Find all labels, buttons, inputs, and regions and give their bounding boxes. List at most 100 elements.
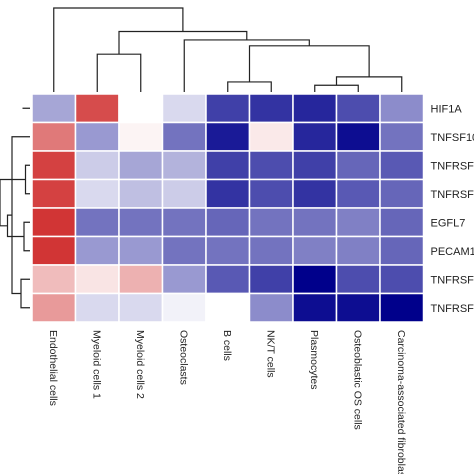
row-label: TNFSF10 xyxy=(431,132,474,144)
heatmap-cell xyxy=(335,178,381,209)
heatmap-cell xyxy=(248,207,294,238)
heatmap-cell xyxy=(31,292,77,323)
heatmap-cell xyxy=(118,292,164,323)
heatmap-cell xyxy=(31,264,77,295)
heatmap-cell xyxy=(161,121,207,152)
column-label: Osteoclasts xyxy=(177,330,189,385)
heatmap-cell xyxy=(335,264,381,295)
heatmap-cell xyxy=(248,178,294,209)
column-label: Myeloid cells 1 xyxy=(90,330,102,399)
heatmap-cell xyxy=(31,121,77,152)
heatmap-cell xyxy=(161,264,207,295)
heatmap-cell xyxy=(205,178,251,209)
dendrogram-branch xyxy=(11,136,30,295)
heatmap-cell xyxy=(74,292,120,323)
dendrogram-branch xyxy=(6,214,24,238)
dendrogram-branch xyxy=(23,221,30,252)
heatmap-cell xyxy=(379,93,425,124)
row-label: TNFRSF10 xyxy=(431,160,474,172)
heatmap-cell xyxy=(205,264,251,295)
row-label: PECAM1 xyxy=(431,246,474,258)
heatmap-cell xyxy=(118,264,164,295)
heatmap-cell xyxy=(248,292,294,323)
heatmap-cell xyxy=(205,235,251,266)
heatmap-cell xyxy=(74,207,120,238)
column-label: B cells xyxy=(221,330,233,361)
row-label: TNFRSF10 xyxy=(431,303,474,315)
heatmap-cell xyxy=(292,121,338,152)
column-label: NK/T cells xyxy=(264,330,276,378)
heatmap-cell xyxy=(248,235,294,266)
row-label: TNFRSF10 xyxy=(431,189,474,201)
heatmap-cell xyxy=(335,150,381,181)
heatmap-cell xyxy=(205,292,251,323)
row-dendrogram xyxy=(0,107,30,309)
column-label: Endothelial cells xyxy=(47,330,59,406)
heatmap-cell xyxy=(379,292,425,323)
heatmap-cell xyxy=(31,93,77,124)
column-dendrogram xyxy=(53,7,403,92)
heatmap-cell xyxy=(248,264,294,295)
heatmap-cell xyxy=(205,93,251,124)
dendrogram-branch xyxy=(335,76,403,92)
heatmap-cell xyxy=(248,121,294,152)
heatmap-cell xyxy=(292,264,338,295)
heatmap-cell xyxy=(292,292,338,323)
heatmap-cell xyxy=(335,93,381,124)
heatmap-cell xyxy=(161,93,207,124)
heatmap-cell xyxy=(292,235,338,266)
heatmap-cell xyxy=(248,93,294,124)
heatmap-cell xyxy=(74,235,120,266)
row-labels: HIF1A TNFSF10 TNFRSF10 TNFRSF10 EGFL7 PECAM1 T… xyxy=(431,103,474,315)
heatmap-cell xyxy=(118,93,164,124)
column-label: Osteoblastic OS cells xyxy=(351,330,363,430)
row-label: TNFRSF10 xyxy=(431,274,474,286)
heatmap-cell xyxy=(292,178,338,209)
dendrogram-branch xyxy=(227,81,272,92)
heatmap-cell xyxy=(118,235,164,266)
heatmap-cell xyxy=(161,150,207,181)
dendrogram-branch xyxy=(53,7,184,92)
dendrogram-branch xyxy=(24,164,30,195)
dendrogram-branch xyxy=(118,30,248,55)
column-label: Myeloid cells 2 xyxy=(134,330,146,399)
heatmap-cell xyxy=(31,178,77,209)
heatmap-cell xyxy=(161,235,207,266)
heatmap-cell xyxy=(205,121,251,152)
dendrogram-branch xyxy=(0,178,26,227)
heatmap-cell xyxy=(292,93,338,124)
heatmap-cell xyxy=(335,207,381,238)
heatmap-cell xyxy=(118,178,164,209)
heatmap-cell xyxy=(379,178,425,209)
heatmap-cell xyxy=(161,207,207,238)
heatmap-cell xyxy=(379,150,425,181)
row-label: HIF1A xyxy=(431,103,463,115)
heatmap-cell xyxy=(248,150,294,181)
heatmap-cell xyxy=(118,150,164,181)
heatmap-cell xyxy=(205,207,251,238)
column-labels: Endothelial cells Myeloid cells 1 Myeloid … xyxy=(47,330,407,474)
heatmap-cell xyxy=(74,264,120,295)
heatmap-cell xyxy=(74,93,120,124)
heatmap-cell xyxy=(161,178,207,209)
heatmap-cell xyxy=(161,292,207,323)
heatmap-cell xyxy=(292,150,338,181)
heatmap-cell xyxy=(335,235,381,266)
heatmap-cell xyxy=(118,121,164,152)
column-label: Carcinoma-associated fibroblasts xyxy=(395,330,407,474)
column-label: Plasmocytes xyxy=(308,330,320,390)
dendrogram-branch xyxy=(96,53,142,92)
heatmap-cell xyxy=(292,207,338,238)
heatmap-cell xyxy=(31,207,77,238)
heatmap-cell xyxy=(118,207,164,238)
heatmap-cell xyxy=(205,150,251,181)
row-label: EGFL7 xyxy=(431,217,466,229)
heatmap-cell xyxy=(379,264,425,295)
heatmap-cell xyxy=(335,292,381,323)
heatmap-cell xyxy=(31,150,77,181)
heatmap-cell xyxy=(379,121,425,152)
heatmap-cell xyxy=(74,150,120,181)
dendrogram-branch xyxy=(183,39,310,92)
dendrogram-branch xyxy=(314,84,359,92)
